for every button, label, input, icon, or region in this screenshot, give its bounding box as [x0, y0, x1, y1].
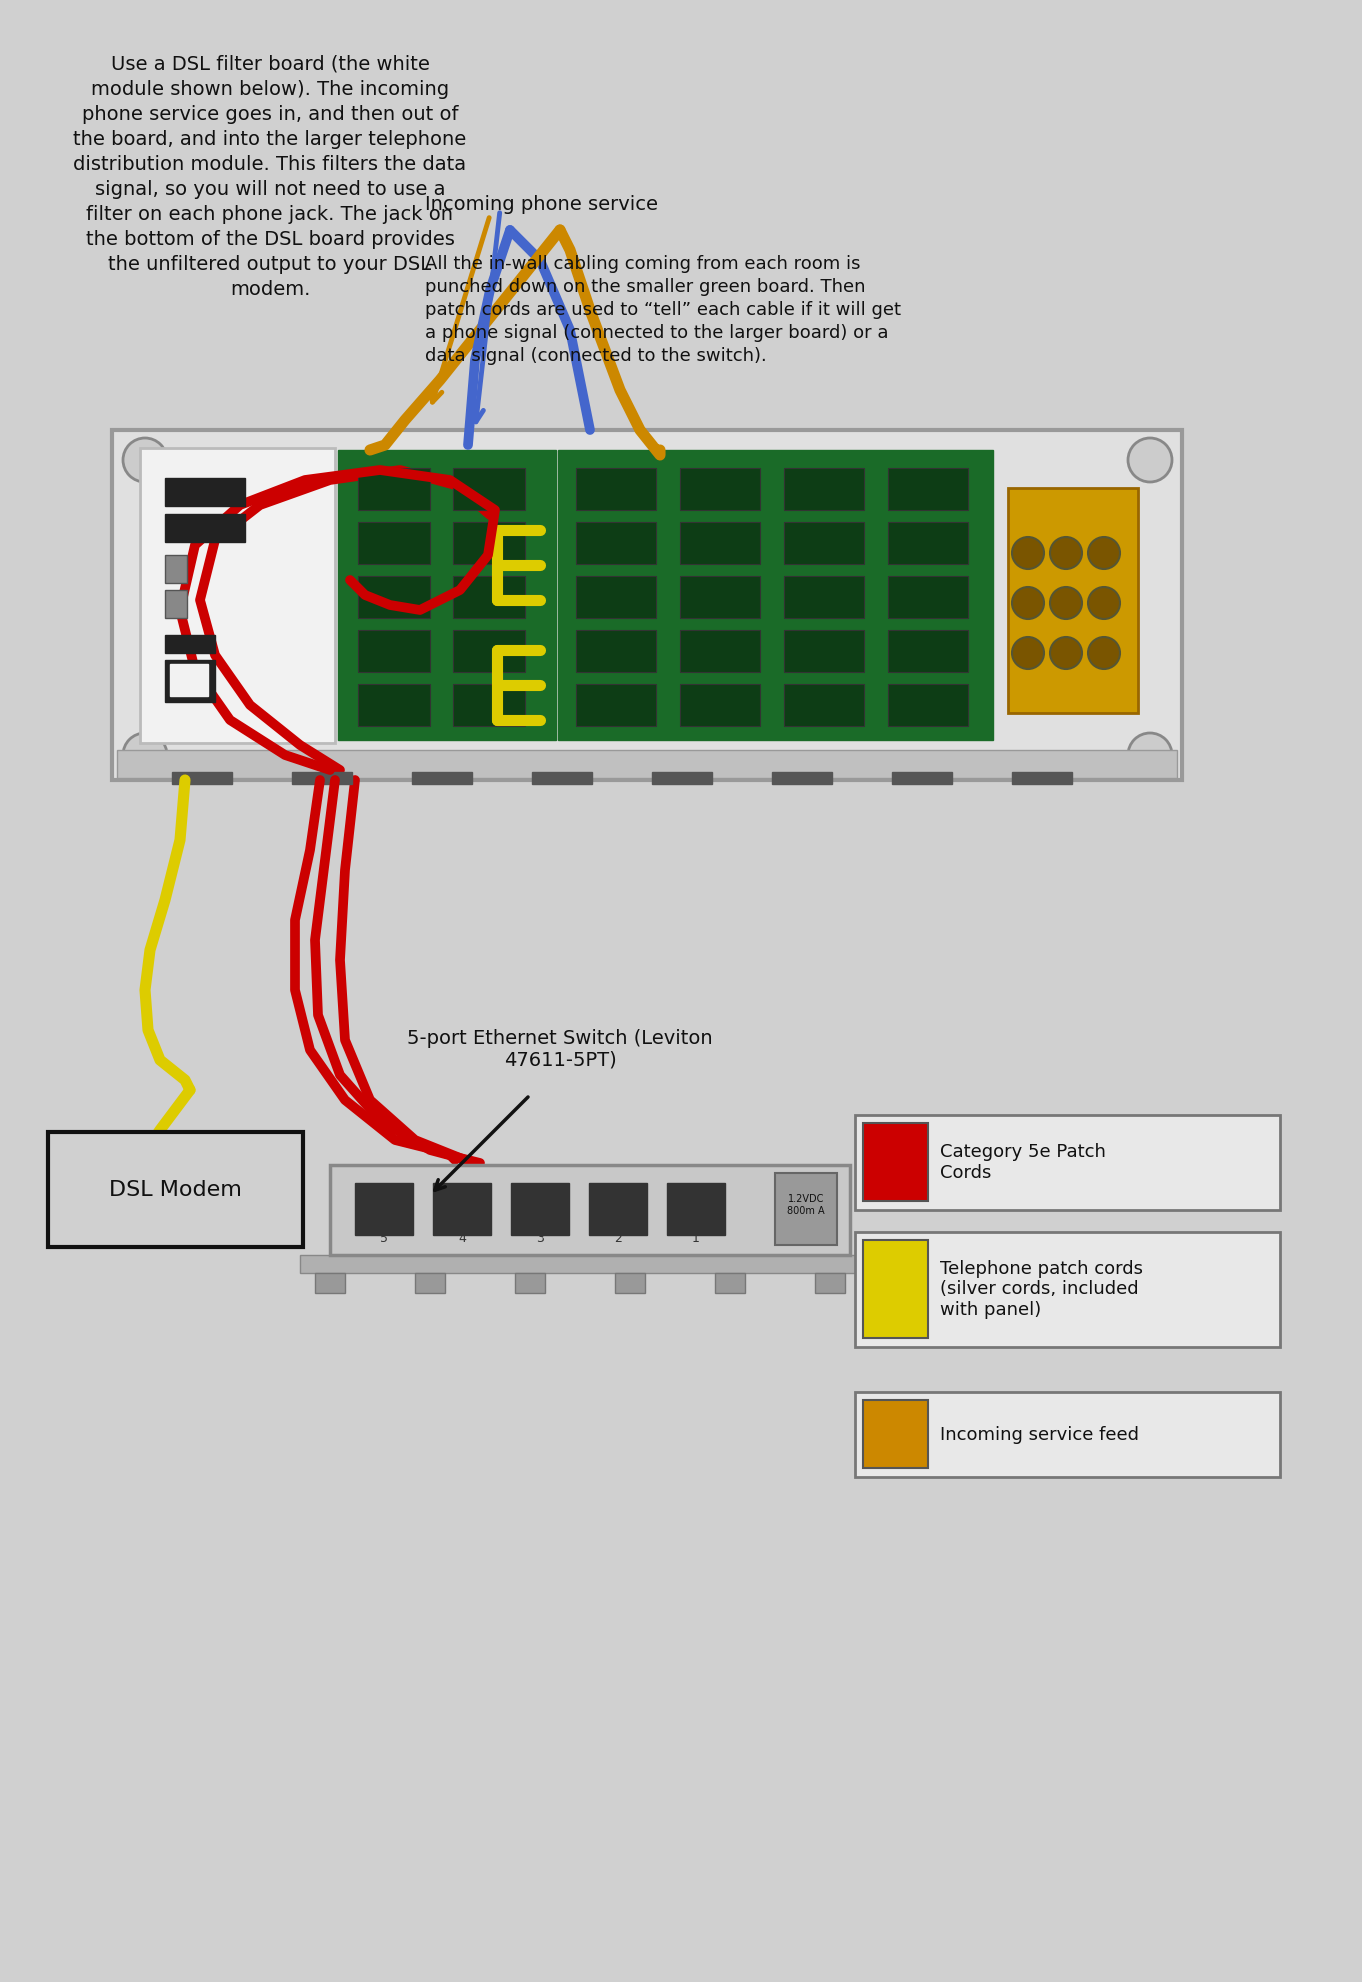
Text: 5-port Ethernet Switch (Leviton
47611-5PT): 5-port Ethernet Switch (Leviton 47611-5P…: [407, 1029, 712, 1070]
Bar: [814, 1272, 844, 1292]
Circle shape: [1050, 636, 1081, 670]
Bar: [117, 749, 1177, 779]
Bar: [576, 630, 656, 672]
Bar: [330, 1165, 850, 1255]
Bar: [855, 1233, 1280, 1348]
Bar: [667, 1183, 725, 1235]
Bar: [576, 577, 656, 618]
Bar: [165, 478, 245, 505]
Bar: [558, 450, 993, 739]
Bar: [112, 430, 1182, 781]
Bar: [715, 1272, 745, 1292]
Circle shape: [1050, 587, 1081, 618]
Text: 3: 3: [537, 1233, 543, 1245]
Bar: [355, 1183, 413, 1235]
Bar: [358, 577, 430, 618]
Bar: [888, 468, 968, 509]
Bar: [358, 684, 430, 725]
Text: Incoming service feed: Incoming service feed: [940, 1425, 1139, 1443]
Bar: [1008, 488, 1139, 714]
Bar: [48, 1132, 302, 1247]
Bar: [165, 660, 215, 702]
Bar: [454, 577, 524, 618]
Bar: [855, 1391, 1280, 1477]
Circle shape: [123, 733, 168, 777]
Text: 5: 5: [380, 1233, 388, 1245]
Circle shape: [1128, 438, 1171, 482]
Bar: [680, 684, 760, 725]
Bar: [772, 773, 832, 785]
Circle shape: [1088, 636, 1120, 670]
Bar: [680, 521, 760, 565]
Bar: [588, 1183, 647, 1235]
Bar: [775, 1173, 838, 1245]
Bar: [864, 1241, 928, 1338]
Text: DSL Modem: DSL Modem: [109, 1179, 242, 1199]
Bar: [170, 664, 208, 696]
Circle shape: [1088, 537, 1120, 569]
Circle shape: [123, 438, 168, 482]
Text: Category 5e Patch
Cords: Category 5e Patch Cords: [940, 1144, 1106, 1181]
Text: Use a DSL filter board (the white
module shown below). The incoming
phone servic: Use a DSL filter board (the white module…: [74, 55, 467, 299]
Bar: [855, 1116, 1280, 1209]
Bar: [533, 773, 592, 785]
Bar: [576, 521, 656, 565]
Bar: [864, 1124, 928, 1201]
Bar: [172, 773, 232, 785]
Bar: [165, 513, 245, 541]
Bar: [785, 577, 864, 618]
Bar: [454, 684, 524, 725]
Bar: [785, 468, 864, 509]
Bar: [511, 1183, 569, 1235]
Bar: [433, 1183, 490, 1235]
Bar: [888, 577, 968, 618]
Bar: [1012, 773, 1072, 785]
Bar: [864, 1399, 928, 1469]
Bar: [358, 521, 430, 565]
Bar: [680, 630, 760, 672]
Bar: [358, 630, 430, 672]
Bar: [888, 630, 968, 672]
Bar: [576, 684, 656, 725]
Text: 2: 2: [614, 1233, 622, 1245]
Bar: [165, 555, 187, 583]
Circle shape: [1012, 537, 1045, 569]
Bar: [892, 773, 952, 785]
Circle shape: [1128, 733, 1171, 777]
Bar: [454, 521, 524, 565]
Circle shape: [1050, 537, 1081, 569]
Bar: [785, 684, 864, 725]
Text: 1.2VDC
800m A: 1.2VDC 800m A: [787, 1195, 825, 1215]
Bar: [415, 1272, 445, 1292]
Bar: [680, 468, 760, 509]
Bar: [652, 773, 712, 785]
Circle shape: [1012, 587, 1045, 618]
Bar: [165, 634, 215, 652]
Bar: [680, 577, 760, 618]
Text: All the in-wall cabling coming from each room is
punched down on the smaller gre: All the in-wall cabling coming from each…: [425, 256, 902, 365]
Bar: [454, 630, 524, 672]
Circle shape: [1088, 587, 1120, 618]
Text: 1: 1: [692, 1233, 700, 1245]
Bar: [888, 684, 968, 725]
Bar: [315, 1272, 345, 1292]
Text: Telephone patch cords
(silver cords, included
with panel): Telephone patch cords (silver cords, inc…: [940, 1261, 1143, 1320]
Bar: [291, 773, 351, 785]
Bar: [785, 521, 864, 565]
Text: Incoming phone service: Incoming phone service: [425, 194, 658, 214]
Text: 4: 4: [458, 1233, 466, 1245]
Bar: [165, 591, 187, 618]
Bar: [888, 521, 968, 565]
Bar: [454, 468, 524, 509]
Bar: [515, 1272, 545, 1292]
Bar: [300, 1255, 880, 1272]
Bar: [338, 450, 556, 739]
Bar: [140, 448, 335, 743]
Bar: [576, 468, 656, 509]
Bar: [411, 773, 473, 785]
Bar: [616, 1272, 646, 1292]
Bar: [358, 468, 430, 509]
Circle shape: [1012, 636, 1045, 670]
Bar: [785, 630, 864, 672]
